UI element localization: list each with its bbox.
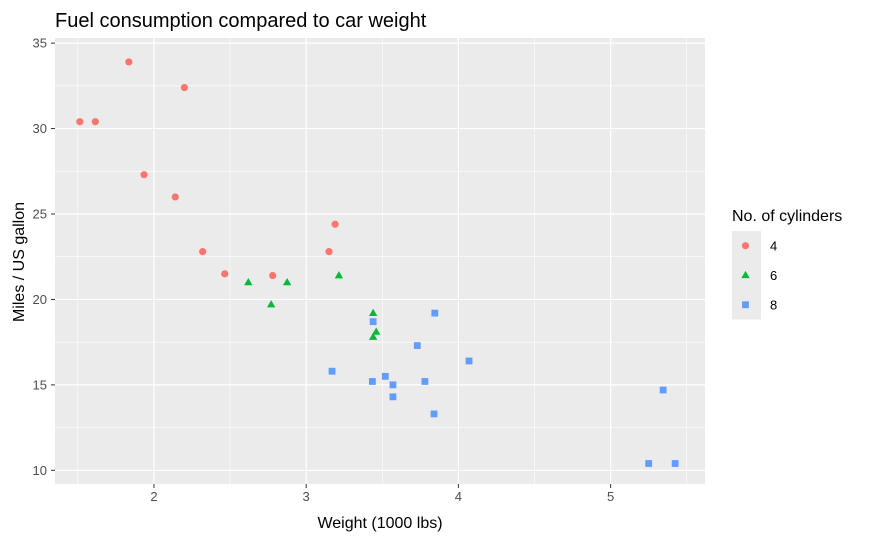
y-tick-label: 25 — [33, 207, 47, 222]
x-tick-label: 3 — [303, 489, 310, 504]
series-4-cyl — [76, 58, 339, 280]
series-6-cyl — [244, 271, 381, 340]
data-point — [171, 193, 179, 201]
legend-label: 8 — [770, 297, 777, 312]
grid-lines — [55, 38, 705, 484]
legend-key-marker — [741, 242, 750, 250]
y-tick-label: 20 — [33, 292, 47, 307]
data-point — [413, 342, 421, 349]
data-point — [369, 318, 377, 326]
data-point — [368, 308, 378, 316]
data-point — [328, 367, 336, 375]
series-8-cyl — [328, 309, 679, 467]
data-point — [431, 309, 439, 317]
axes: 2 3 4 5 10 15 20 25 30 35 — [33, 36, 615, 504]
legend: No. of cylinders 4 6 8 — [732, 208, 842, 320]
legend-key-marker — [741, 270, 750, 279]
data-point — [372, 327, 381, 335]
data-point — [125, 58, 133, 66]
y-tick-label: 35 — [33, 36, 47, 51]
data-point — [221, 270, 229, 278]
plot-background — [55, 38, 705, 484]
data-point — [645, 460, 653, 467]
data-point — [381, 372, 389, 380]
y-tick-label: 30 — [33, 121, 47, 136]
x-axis-title: Weight (1000 lbs) — [317, 515, 442, 532]
data-point — [389, 393, 397, 401]
legend-label: 6 — [770, 268, 777, 283]
x-tick-label: 5 — [607, 489, 614, 504]
legend-label: 4 — [770, 238, 777, 253]
x-tick-label: 2 — [150, 489, 157, 504]
data-point — [269, 271, 277, 280]
data-points — [76, 58, 679, 467]
x-tick-label: 4 — [455, 489, 462, 504]
data-point — [244, 277, 253, 286]
plot-area-group: 2 3 4 5 10 15 20 25 30 35 — [33, 36, 705, 504]
data-point — [266, 300, 276, 308]
data-point — [671, 460, 679, 467]
y-tick-label: 15 — [33, 377, 47, 392]
chart-title: Fuel consumption compared to car weight — [55, 10, 427, 32]
data-point — [465, 357, 473, 365]
data-point — [180, 83, 188, 92]
data-point — [368, 332, 378, 340]
data-point — [334, 271, 344, 279]
data-point — [368, 378, 376, 385]
data-point — [389, 381, 397, 389]
y-axis-title: Miles / US gallon — [11, 202, 28, 322]
data-point — [331, 220, 339, 228]
data-point — [282, 277, 292, 286]
data-point — [659, 386, 667, 394]
data-point — [199, 248, 207, 256]
data-point — [421, 378, 429, 385]
data-point — [325, 248, 333, 256]
legend-title: No. of cylinders — [732, 208, 842, 225]
y-tick-label: 10 — [33, 463, 47, 478]
data-point — [140, 171, 148, 179]
data-point — [430, 410, 438, 418]
legend-key-marker — [742, 301, 749, 309]
data-point — [91, 118, 99, 126]
data-point — [76, 118, 84, 126]
